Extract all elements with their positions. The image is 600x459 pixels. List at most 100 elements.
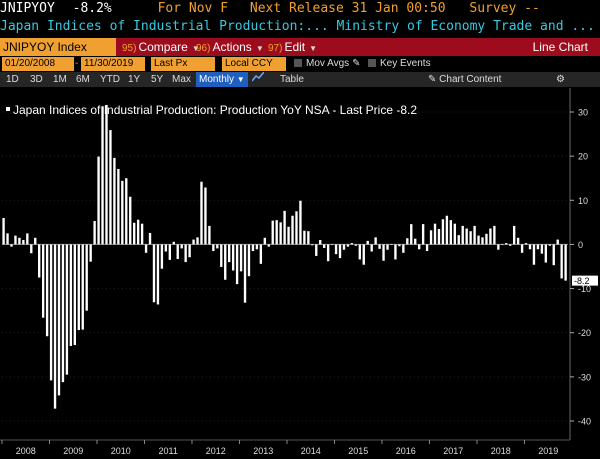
line-chart-icon[interactable] — [251, 72, 265, 87]
bar — [2, 217, 5, 245]
bar — [53, 244, 57, 409]
bar — [208, 225, 211, 245]
bar — [319, 240, 322, 245]
chart-area[interactable]: 30 20 10 0 -10 -20 -30 -40 -8.2 2008 2009 2010 2011 2… — [0, 88, 600, 459]
period-6m-button[interactable]: 6M — [76, 74, 90, 85]
edit-label: Edit — [284, 40, 306, 54]
bar — [374, 237, 377, 245]
bar — [57, 244, 61, 396]
bar — [105, 104, 108, 245]
compare-number: 95) — [122, 43, 137, 54]
last-price-box — [572, 275, 598, 286]
bar — [477, 235, 480, 245]
bar — [129, 196, 132, 245]
period-3d-button[interactable]: 3D — [30, 74, 43, 85]
edit-button[interactable]: 97) Edit ▼ — [268, 38, 317, 56]
bar — [548, 244, 551, 246]
bar — [303, 230, 306, 245]
checkbox-icon — [368, 59, 376, 67]
bar — [65, 244, 69, 375]
survey-label: Survey -- — [469, 1, 540, 16]
bar — [366, 240, 369, 245]
table-button[interactable]: Table — [280, 74, 304, 85]
mov-avgs-toggle[interactable]: Mov Avgs ✎ — [294, 57, 361, 71]
bar — [453, 223, 456, 245]
bar — [358, 244, 361, 260]
bar — [441, 219, 445, 245]
compare-button[interactable]: 95) Compare ▼ — [122, 38, 200, 56]
ticker-index-field[interactable]: JNIPYOY Index — [0, 38, 116, 56]
x-tick-label: 2012 — [206, 446, 226, 456]
period-1m-button[interactable]: 1M — [53, 74, 67, 85]
bar — [160, 244, 164, 269]
bar — [34, 237, 37, 245]
chart-legend: Japan Indices of Industrial Production: … — [6, 103, 417, 117]
bar — [136, 219, 140, 245]
start-date-field[interactable]: 01/20/2008 — [2, 57, 74, 71]
period-ytd-button[interactable]: YTD — [100, 74, 120, 85]
bar — [425, 244, 429, 252]
y-tick-label: -40 — [578, 417, 591, 427]
ticker-symbol: JNIPYOY — [0, 1, 55, 16]
frequency-select[interactable]: Monthly ▼ — [196, 72, 248, 87]
bar — [45, 244, 49, 337]
key-events-toggle[interactable]: Key Events — [368, 57, 431, 71]
period-max-button[interactable]: Max — [172, 74, 191, 85]
x-tick-label: 2011 — [159, 446, 178, 456]
bar — [255, 244, 259, 250]
bar — [188, 244, 191, 258]
bar — [263, 237, 266, 245]
period-1d-button[interactable]: 1D — [6, 74, 19, 85]
bar — [386, 244, 389, 250]
bar — [231, 244, 235, 271]
chart-content-button[interactable]: ✎ Chart Content — [428, 72, 501, 87]
pencil-icon[interactable]: ✎ — [352, 58, 361, 69]
gear-icon[interactable]: ⚙ — [556, 74, 565, 85]
y-tick-label: 20 — [578, 152, 588, 162]
bar — [323, 244, 326, 248]
period-5y-button[interactable]: 5Y — [151, 74, 164, 85]
bar — [520, 244, 524, 253]
bar — [239, 244, 243, 272]
y-tick-label: -20 — [578, 328, 591, 338]
bar — [394, 244, 397, 260]
currency-select[interactable]: Local CCY — [222, 57, 286, 71]
last-price-label: -8.2 — [574, 276, 590, 286]
period-1y-button[interactable]: 1Y — [128, 74, 141, 85]
bar — [117, 168, 120, 245]
bar — [461, 225, 464, 245]
price-field-select[interactable]: Last Px — [151, 57, 215, 71]
bar — [378, 244, 381, 249]
y-tick-label: -10 — [578, 284, 591, 294]
x-tick-label: 2013 — [253, 446, 273, 456]
bar — [501, 244, 504, 246]
bar — [121, 180, 124, 245]
edit-number: 97) — [268, 43, 283, 54]
legend-label: Japan Indices of Industrial Production: … — [13, 103, 418, 117]
bar — [410, 224, 413, 245]
bar — [350, 243, 354, 245]
bar — [362, 244, 365, 265]
bar — [259, 244, 263, 264]
bar — [406, 238, 409, 245]
bar — [148, 232, 152, 245]
chart-type-label[interactable]: Line Chart — [532, 40, 588, 54]
bar — [437, 228, 441, 245]
caret-down-icon: ▼ — [236, 75, 245, 84]
y-tick-label: 0 — [578, 240, 583, 250]
bar — [457, 235, 460, 245]
x-tick-label: 2018 — [491, 446, 511, 456]
end-date-field[interactable]: 11/30/2019 — [81, 57, 145, 71]
actions-button[interactable]: 96) Actions ▼ — [196, 38, 264, 56]
bar — [113, 157, 116, 245]
bar — [18, 237, 21, 245]
bar — [552, 244, 555, 266]
compare-label: Compare — [138, 40, 188, 54]
bar — [89, 244, 92, 262]
bar — [251, 244, 255, 252]
checkbox-icon — [294, 59, 302, 67]
bar — [30, 244, 33, 254]
bar — [473, 225, 476, 245]
bar — [247, 244, 251, 277]
bar — [41, 244, 45, 318]
